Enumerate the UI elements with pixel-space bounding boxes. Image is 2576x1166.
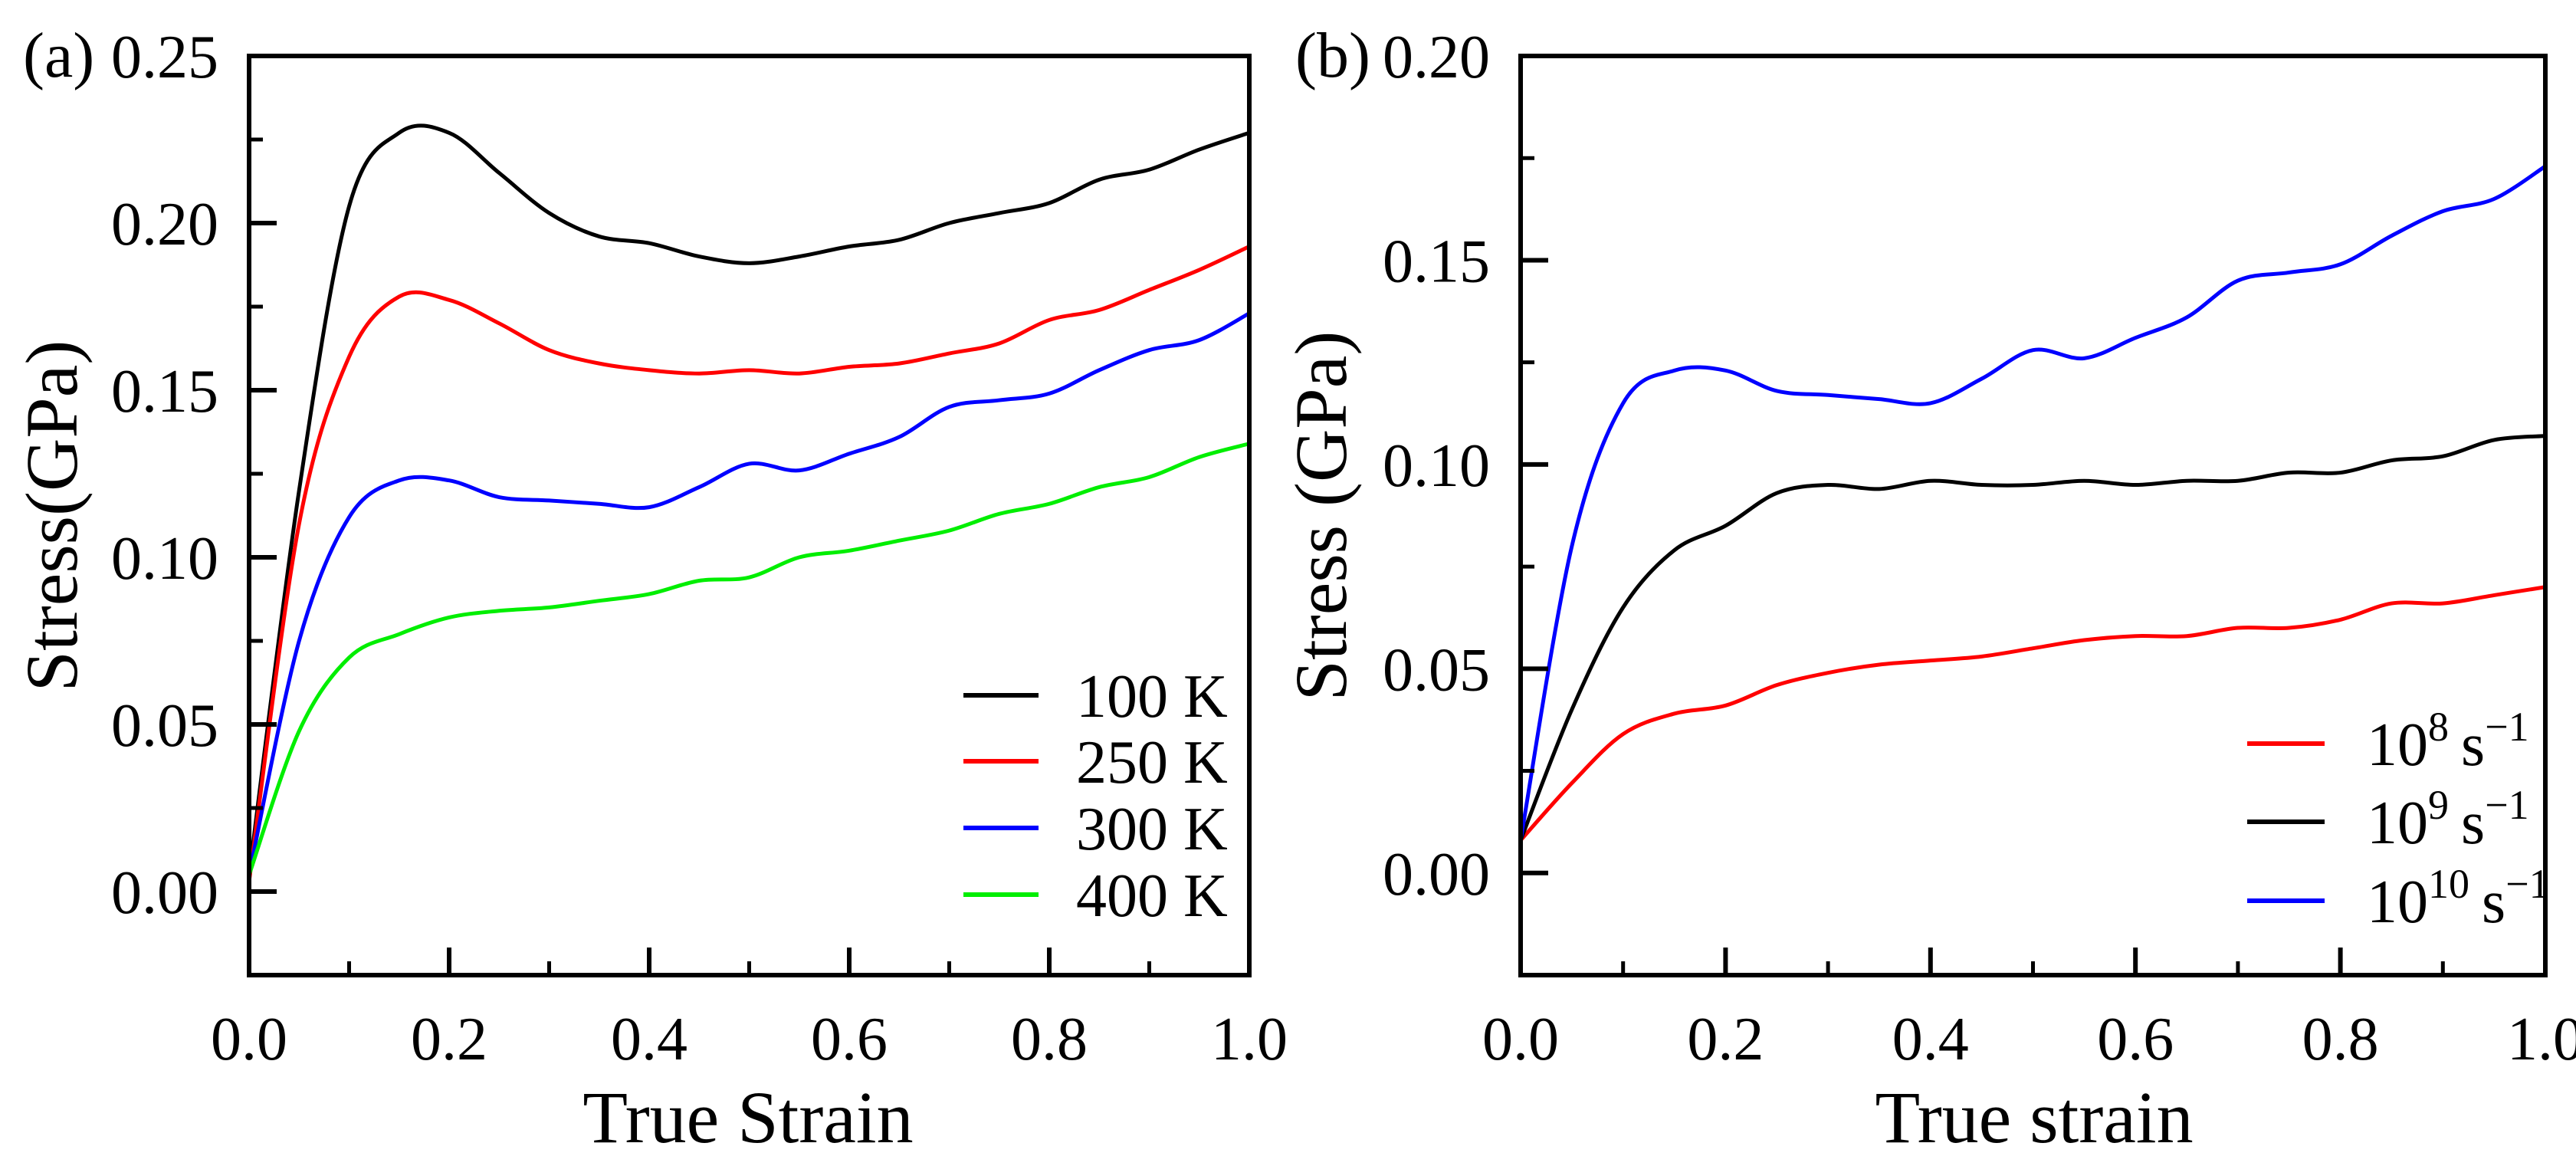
series-line-2 bbox=[247, 311, 1251, 875]
x-tick-label: 0.2 bbox=[411, 1006, 487, 1073]
x-tick-label: 0.6 bbox=[2097, 1006, 2174, 1073]
legend-unit-exponent: −1 bbox=[2505, 861, 2549, 907]
x-tick-label: 1.0 bbox=[1211, 1006, 1288, 1073]
y-tick-label: 0.00 bbox=[111, 859, 218, 927]
legend-unit: s bbox=[2461, 790, 2485, 857]
legend-unit: s bbox=[2461, 711, 2485, 779]
x-tick-label: 0.8 bbox=[2302, 1006, 2379, 1073]
y-axis-title: Stress(GPa) bbox=[11, 340, 93, 692]
series-line-0 bbox=[247, 123, 1250, 875]
legend-base: 10 bbox=[2367, 711, 2428, 779]
legend-exponent: 9 bbox=[2428, 782, 2449, 828]
y-tick-label: 0.25 bbox=[111, 24, 218, 91]
x-tick-label: 0.8 bbox=[1011, 1006, 1088, 1073]
panel-label: (a) bbox=[23, 20, 94, 91]
legend-label: 1010 s−1 bbox=[2367, 861, 2550, 936]
legend-unit-exponent: −1 bbox=[2485, 704, 2528, 750]
x-tick-label: 0.0 bbox=[211, 1006, 287, 1073]
series-line-0 bbox=[1519, 585, 2546, 842]
y-tick-label: 0.10 bbox=[111, 525, 218, 593]
y-tick-label: 0.00 bbox=[1383, 841, 1490, 908]
x-tick-label: 0.4 bbox=[1892, 1006, 1969, 1073]
legend-label: 300 K bbox=[1076, 796, 1228, 863]
chart-panel-b: 0.00 0.05 0.10 0.15 0.20 0.0 0.2 0.4 0.6 0.8 1.0 (b… bbox=[1280, 20, 2576, 1158]
legend-unit-exponent: −1 bbox=[2485, 782, 2528, 828]
chart-panel-a: 0.00 0.05 0.10 0.15 0.20 0.25 0.0 0.2 0.4 0.6 0.8 1… bbox=[11, 20, 1288, 1158]
y-tick-label: 0.20 bbox=[1383, 24, 1490, 91]
legend-label: 108 s−1 bbox=[2367, 704, 2529, 779]
panel-label: (b) bbox=[1295, 20, 1370, 91]
legend-base: 10 bbox=[2367, 869, 2428, 936]
series-line-1 bbox=[1518, 434, 2546, 842]
legend-label: 250 K bbox=[1076, 729, 1228, 796]
legend-exponent: 8 bbox=[2428, 704, 2449, 750]
x-axis-title: True strain bbox=[1875, 1076, 2193, 1158]
x-tick-label: 0.4 bbox=[611, 1006, 687, 1073]
y-tick-label: 0.15 bbox=[1383, 228, 1490, 295]
legend-label: 400 K bbox=[1076, 862, 1228, 930]
series-line-3 bbox=[247, 442, 1250, 876]
legend-base: 10 bbox=[2367, 790, 2428, 857]
x-tick-label: 0.0 bbox=[1482, 1006, 1559, 1073]
y-tick-label: 0.05 bbox=[111, 692, 218, 760]
x-tick-label: 1.0 bbox=[2507, 1006, 2576, 1073]
y-axis-title: Stress (GPa) bbox=[1280, 331, 1362, 701]
y-tick-label: 0.10 bbox=[1383, 432, 1490, 500]
legend-unit: s bbox=[2482, 869, 2505, 936]
legend-exponent: 10 bbox=[2428, 861, 2469, 907]
x-axis-title: True Strain bbox=[582, 1076, 913, 1158]
y-tick-label: 0.15 bbox=[111, 358, 218, 425]
legend-label: 109 s−1 bbox=[2367, 782, 2529, 857]
legend-label: 100 K bbox=[1076, 663, 1228, 731]
series-line-2 bbox=[1518, 164, 2547, 841]
x-tick-label: 0.2 bbox=[1687, 1006, 1764, 1073]
y-tick-label: 0.20 bbox=[111, 191, 218, 258]
x-tick-label: 0.6 bbox=[811, 1006, 888, 1073]
y-tick-label: 0.05 bbox=[1383, 636, 1490, 704]
series-line-1 bbox=[247, 245, 1251, 882]
